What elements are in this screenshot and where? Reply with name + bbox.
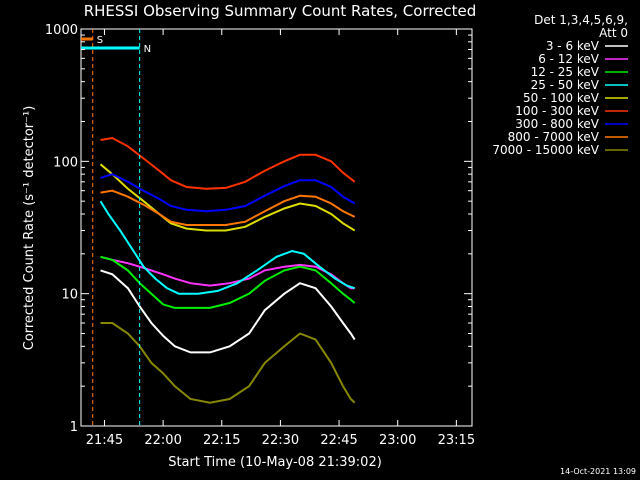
plot-frame: [80, 28, 473, 427]
legend-label-3: 25 - 50 keV: [531, 78, 600, 92]
legend-label-8: 7000 - 15000 keV: [492, 143, 599, 157]
legend-label-6: 300 - 800 keV: [515, 117, 599, 131]
flag-layer: SN: [81, 29, 151, 426]
legend-label-1: 6 - 12 keV: [538, 52, 600, 66]
legend-label-4: 50 - 100 keV: [523, 91, 600, 105]
footer-timestamp: 14-Oct-2021 13:09: [560, 467, 636, 476]
legend-label-0: 3 - 6 keV: [546, 39, 600, 53]
x-tick-label-2: 22:15: [203, 433, 240, 448]
series-line-8: [100, 322, 356, 404]
flag-label-1: N: [144, 44, 151, 55]
x-tick-label-6: 23:15: [438, 433, 475, 448]
y-tick-label-3: 1000: [45, 23, 78, 38]
series-line-6: [100, 173, 356, 213]
series-line-7: [100, 189, 356, 226]
legend-header-line-2: Att 0: [599, 26, 628, 40]
y-tick-label-1: 10: [61, 288, 78, 303]
series-line-0: [100, 269, 356, 354]
y-axis-label: Corrected Count Rate (s⁻¹ detector⁻¹): [22, 106, 37, 351]
series-layer: [99, 136, 356, 404]
x-tick-label-0: 21:45: [86, 433, 123, 448]
flag-label-0: S: [97, 35, 103, 46]
x-tick-label-4: 22:45: [320, 433, 357, 448]
x-ticks: 21:45 22:00 22:15 22:30 22:45 23:00 23:15: [86, 29, 475, 448]
plot-area: SN 21:45 22:00 22:15 22:30 22:45 23:00 23:15 1…: [45, 23, 475, 448]
series-line-3: [99, 200, 356, 295]
series-line-4: [99, 163, 356, 232]
x-axis-label: Start Time (10-May-08 21:39:02): [168, 455, 382, 470]
x-tick-label-3: 22:30: [262, 433, 299, 448]
y-tick-label-0: 1: [70, 420, 78, 435]
y-tick-label-2: 100: [53, 155, 78, 170]
series-line-5: [100, 136, 356, 190]
legend-header-line-1: Det 1,3,4,5,6,9,: [534, 13, 628, 27]
x-tick-label-1: 22:00: [144, 433, 181, 448]
legend-label-5: 100 - 300 keV: [515, 104, 599, 118]
legend-label-7: 800 - 7000 keV: [508, 130, 600, 144]
series-line-1: [100, 255, 355, 290]
legend-label-2: 12 - 25 keV: [531, 65, 600, 79]
x-tick-label-5: 23:00: [379, 433, 416, 448]
chart-title: RHESSI Observing Summary Count Rates, Co…: [84, 2, 477, 20]
y-ticks: 1 10 100 1000: [45, 23, 472, 435]
